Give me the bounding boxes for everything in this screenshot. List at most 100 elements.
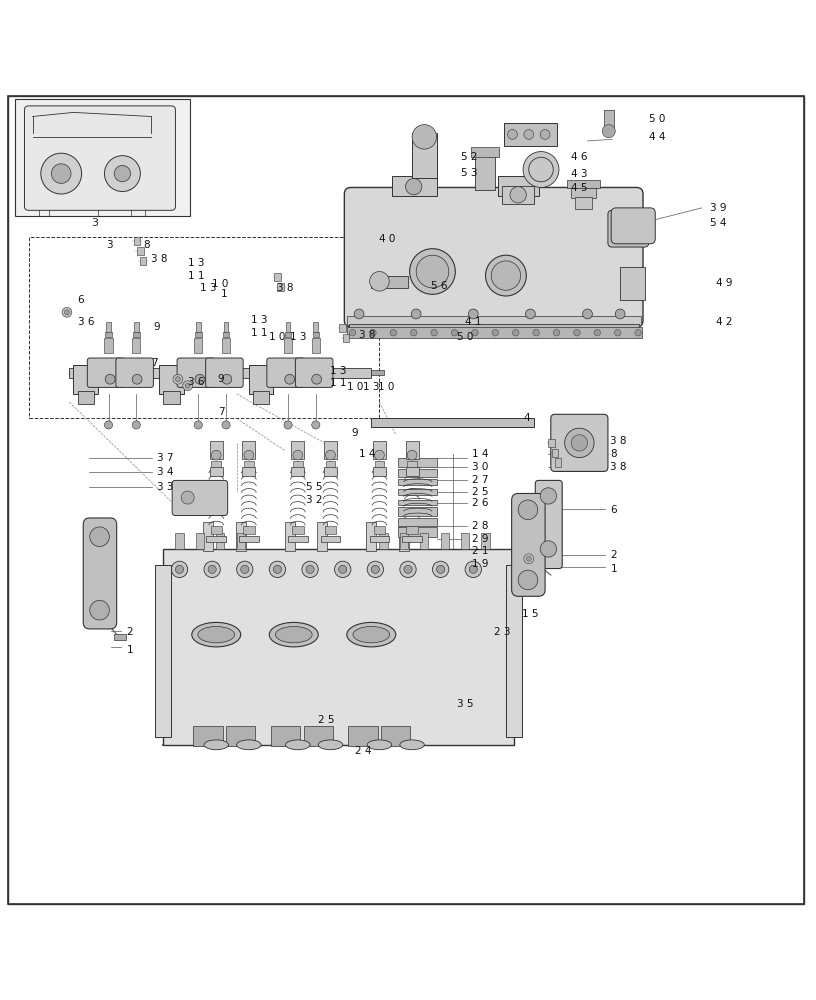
Circle shape — [533, 329, 539, 336]
Text: 1 9: 1 9 — [472, 559, 488, 569]
Circle shape — [491, 261, 521, 290]
Bar — [370, 536, 389, 542]
Bar — [349, 324, 639, 337]
Circle shape — [565, 428, 594, 458]
Bar — [552, 449, 558, 457]
Bar — [211, 526, 222, 534]
Bar — [114, 634, 126, 640]
Bar — [374, 526, 385, 534]
Bar — [324, 467, 337, 476]
Bar — [242, 441, 255, 459]
Text: 2 7: 2 7 — [472, 475, 488, 485]
Text: 8: 8 — [143, 240, 149, 250]
Circle shape — [512, 329, 519, 336]
Ellipse shape — [400, 740, 424, 750]
Text: 1 4: 1 4 — [472, 449, 488, 459]
Text: 3 5: 3 5 — [457, 699, 473, 709]
Bar — [504, 123, 557, 146]
Text: 1: 1 — [610, 564, 617, 574]
Bar — [285, 332, 291, 337]
Bar — [291, 441, 304, 459]
Circle shape — [524, 130, 534, 139]
Circle shape — [594, 329, 601, 336]
Circle shape — [411, 309, 421, 319]
Circle shape — [375, 450, 384, 460]
Bar — [371, 276, 408, 288]
Bar — [236, 522, 246, 551]
Text: 3 3: 3 3 — [157, 482, 173, 492]
Text: 5 0: 5 0 — [457, 332, 473, 342]
Circle shape — [469, 565, 477, 573]
Text: 3: 3 — [91, 218, 99, 228]
Circle shape — [508, 130, 517, 139]
Bar — [312, 338, 320, 353]
Circle shape — [390, 329, 397, 336]
FancyBboxPatch shape — [611, 208, 655, 244]
Circle shape — [132, 421, 140, 429]
Circle shape — [492, 329, 499, 336]
Text: 5 2: 5 2 — [461, 152, 477, 162]
Text: 2 8: 2 8 — [472, 521, 488, 531]
Bar — [288, 536, 308, 542]
Text: 4 5: 4 5 — [571, 183, 588, 193]
Circle shape — [602, 125, 615, 138]
Text: 1 5: 1 5 — [522, 609, 539, 619]
Circle shape — [614, 329, 621, 336]
Bar — [271, 726, 300, 746]
Text: 4 1: 4 1 — [465, 317, 481, 327]
Circle shape — [518, 500, 538, 520]
Bar — [216, 533, 224, 549]
Bar — [381, 726, 410, 746]
FancyBboxPatch shape — [24, 106, 175, 210]
Circle shape — [181, 491, 194, 504]
Bar — [400, 533, 408, 549]
Bar — [398, 507, 437, 516]
Bar — [293, 461, 303, 467]
Text: 1 3: 1 3 — [200, 283, 216, 293]
Bar — [292, 526, 304, 534]
Circle shape — [553, 329, 560, 336]
Bar — [78, 391, 94, 404]
Circle shape — [306, 565, 314, 573]
Bar — [402, 536, 422, 542]
Circle shape — [222, 374, 232, 384]
Circle shape — [90, 600, 109, 620]
Bar — [548, 439, 555, 447]
FancyBboxPatch shape — [177, 358, 215, 387]
Circle shape — [354, 309, 364, 319]
Circle shape — [540, 488, 557, 504]
Bar — [210, 441, 223, 459]
Ellipse shape — [318, 740, 343, 750]
Circle shape — [486, 255, 526, 296]
Text: 9: 9 — [218, 374, 224, 384]
Text: 9: 9 — [351, 428, 357, 438]
Bar — [406, 467, 419, 476]
Text: 3 9: 3 9 — [710, 203, 726, 213]
Bar — [223, 332, 229, 337]
Circle shape — [312, 421, 320, 429]
Text: 4 9: 4 9 — [716, 278, 733, 288]
Bar — [203, 522, 213, 551]
Text: 1 3: 1 3 — [290, 332, 306, 342]
Bar — [347, 316, 641, 325]
Bar — [73, 365, 98, 394]
Bar — [441, 533, 449, 549]
FancyBboxPatch shape — [267, 358, 304, 387]
Text: 2 5: 2 5 — [318, 715, 335, 725]
Circle shape — [404, 565, 412, 573]
Circle shape — [416, 255, 449, 288]
Text: 5 4: 5 4 — [710, 218, 726, 228]
Bar — [339, 324, 346, 332]
Bar — [155, 565, 171, 737]
Circle shape — [335, 561, 351, 578]
Circle shape — [367, 561, 384, 578]
Bar — [325, 526, 336, 534]
Bar — [313, 322, 318, 332]
Circle shape — [312, 374, 322, 384]
Text: 1 0: 1 0 — [269, 332, 286, 342]
Circle shape — [173, 374, 183, 384]
Bar — [375, 461, 384, 467]
Circle shape — [284, 421, 292, 429]
Bar — [321, 536, 340, 542]
Bar — [571, 188, 596, 198]
